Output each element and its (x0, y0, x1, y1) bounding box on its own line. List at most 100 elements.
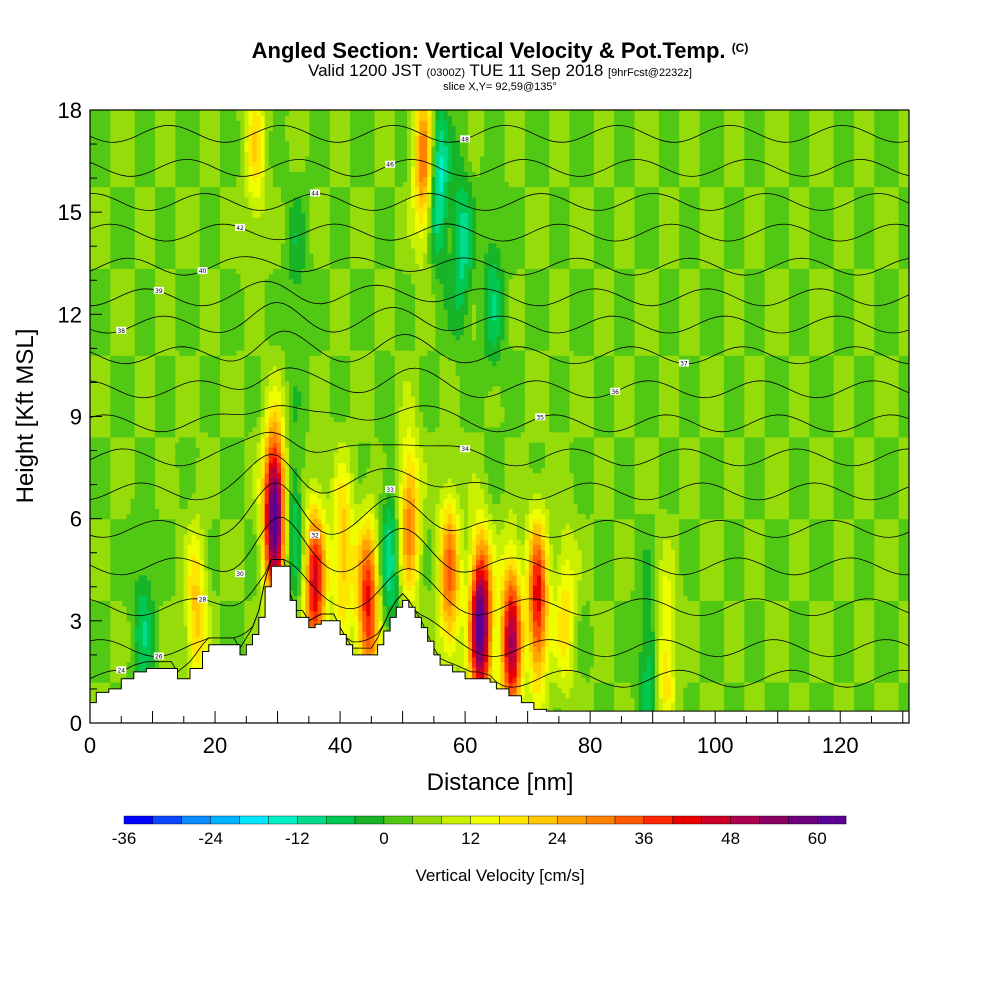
field-cell (195, 651, 201, 658)
field-cell (171, 161, 176, 167)
field-cell (163, 436, 168, 443)
field-cell (252, 518, 258, 525)
field-cell (207, 442, 213, 448)
field-cell (138, 385, 144, 392)
field-cell (138, 339, 144, 346)
field-cell (183, 268, 189, 275)
field-cell (171, 528, 176, 535)
field-cell (134, 150, 140, 157)
field-cell (151, 350, 156, 356)
field-cell (207, 610, 213, 617)
field-cell (151, 457, 156, 464)
field-cell (187, 304, 193, 310)
field-cell (228, 600, 233, 607)
field-cell (175, 431, 180, 438)
field-cell (126, 651, 132, 658)
field-cell (244, 554, 250, 561)
field-cell (207, 539, 213, 545)
field-cell (163, 401, 168, 407)
field-cell (220, 207, 225, 213)
field-cell (151, 258, 156, 264)
field-cell (138, 518, 144, 525)
field-cell (138, 115, 144, 121)
field-cell (106, 636, 111, 642)
field-cell (179, 345, 185, 351)
field-cell (159, 120, 164, 126)
field-cell (183, 436, 189, 443)
field-cell (122, 110, 128, 116)
field-cell (118, 625, 124, 632)
field-cell (187, 651, 193, 658)
field-cell (171, 416, 176, 423)
field-cell (118, 304, 124, 310)
field-cell (240, 518, 246, 525)
field-cell (195, 406, 201, 412)
field-cell (207, 503, 213, 509)
field-cell (167, 574, 172, 581)
field-cell (224, 528, 229, 535)
field-cell (130, 411, 136, 418)
field-cell (179, 580, 185, 586)
field-cell (203, 125, 209, 131)
field-cell (175, 125, 180, 131)
field-cell (167, 426, 172, 433)
field-cell (216, 493, 221, 499)
field-cell (142, 416, 148, 423)
field-cell (146, 482, 152, 489)
field-cell (195, 590, 201, 596)
field-cell (203, 391, 209, 397)
field-cell (102, 370, 107, 377)
field-cell (175, 406, 180, 412)
field-cell (114, 176, 120, 183)
field-cell (216, 396, 221, 402)
field-cell (236, 498, 241, 504)
field-cell (252, 365, 258, 372)
field-cell (244, 161, 250, 167)
field-cell (183, 263, 189, 269)
field-cell (106, 651, 111, 658)
field-cell (220, 186, 225, 193)
field-cell (138, 493, 144, 499)
field-cell (183, 549, 189, 555)
field-cell (106, 268, 111, 275)
field-cell (175, 472, 180, 479)
field-cell (248, 135, 254, 142)
field-cell (240, 334, 246, 341)
field-cell (159, 309, 164, 315)
field-cell (175, 534, 180, 540)
field-cell (126, 580, 132, 586)
field-cell (207, 452, 213, 458)
field-cell (256, 590, 262, 596)
field-cell (142, 523, 148, 530)
field-cell (167, 329, 172, 336)
field-cell (203, 431, 209, 438)
field-cell (151, 431, 156, 438)
field-cell (90, 375, 95, 382)
field-cell (195, 196, 201, 203)
field-cell (228, 130, 233, 137)
field-cell (146, 651, 152, 658)
field-cell (224, 176, 229, 183)
field-cell (106, 253, 111, 259)
field-cell (211, 130, 217, 137)
field-cell (240, 166, 246, 172)
field-cell (183, 201, 189, 208)
field-cell (171, 605, 176, 612)
field-cell (236, 299, 241, 305)
field-cell (122, 334, 128, 341)
field-cell (134, 166, 140, 172)
field-cell (102, 130, 107, 137)
field-cell (216, 268, 221, 275)
field-cell (252, 615, 258, 622)
field-cell (146, 350, 152, 356)
field-cell (191, 391, 197, 397)
field-cell (207, 334, 213, 341)
field-cell (216, 186, 221, 193)
field-cell (167, 334, 172, 341)
field-cell (110, 498, 115, 504)
field-cell (167, 385, 172, 392)
field-cell (248, 580, 254, 586)
field-cell (187, 140, 193, 147)
field-cell (183, 467, 189, 474)
field-cell (159, 580, 164, 586)
